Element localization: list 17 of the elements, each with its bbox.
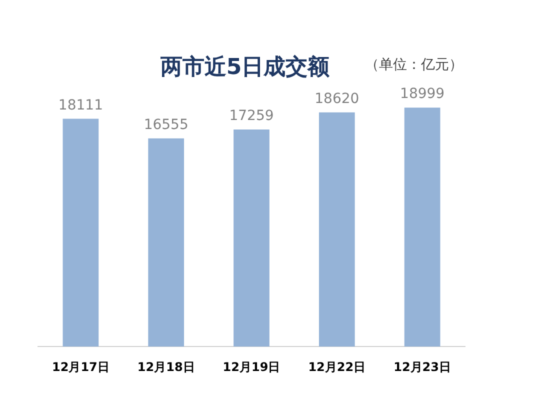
x-tick-label: 12月19日 xyxy=(222,360,280,374)
bar xyxy=(404,108,440,347)
x-tick-label: 12月17日 xyxy=(52,360,110,374)
x-tick-label: 12月22日 xyxy=(308,360,366,374)
data-label: 18999 xyxy=(400,86,445,102)
text: （单位：亿元） xyxy=(365,56,463,74)
data-label: 16555 xyxy=(144,116,188,133)
data-label: 18620 xyxy=(314,91,360,107)
data-label: 17259 xyxy=(229,108,274,124)
x-tick-label: 12月18日 xyxy=(137,360,195,374)
bar xyxy=(234,129,270,347)
bar xyxy=(148,138,184,347)
chart-title: 两市近5日成交额 xyxy=(160,55,330,80)
bar xyxy=(62,118,99,347)
data-label: 18111 xyxy=(58,97,103,114)
x-tick-label: 12月23日 xyxy=(394,360,452,374)
bar xyxy=(318,112,355,347)
